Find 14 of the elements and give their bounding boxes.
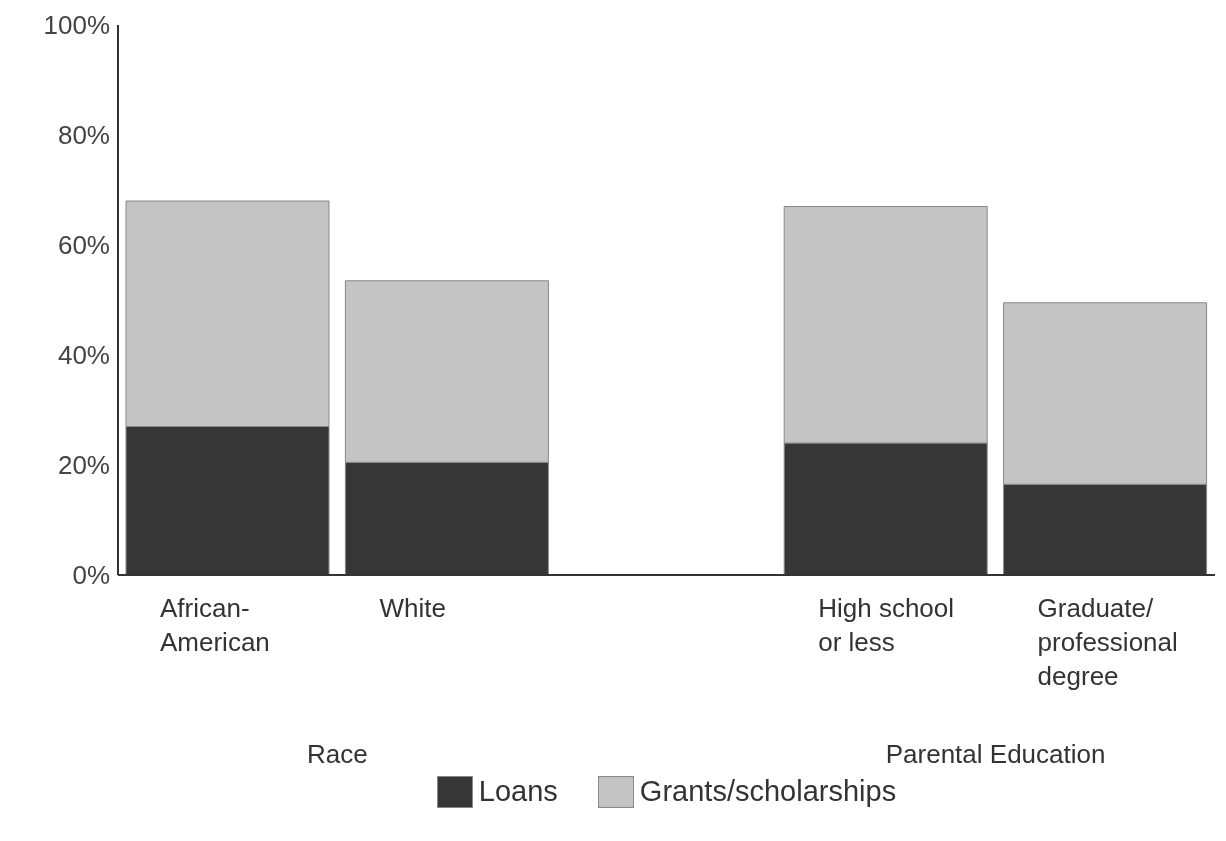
legend-label: Loans [478,775,558,808]
x-tick-label: Graduate/professional degree [1037,593,1178,691]
text: Race [307,739,368,769]
y-tick-label: 20% [57,450,110,481]
legend-label: Grants/scholarships [639,775,897,808]
x-tick-label: White [379,593,446,623]
text: Parental Education [885,739,1106,769]
y-tick-label: 0% [72,560,110,591]
y-tick-label: 100% [43,10,110,41]
y-tick-label: 40% [57,340,110,371]
x-tick-label: High school or less [818,593,955,657]
y-tick-label: 80% [57,120,110,151]
y-tick-label: 60% [57,230,110,261]
x-tick-label: African-American [160,593,270,657]
